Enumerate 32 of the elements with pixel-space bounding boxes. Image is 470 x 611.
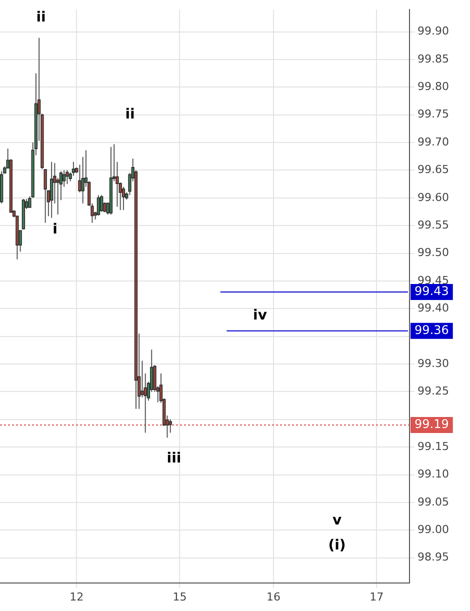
y-tick-label: 99.55 bbox=[418, 218, 450, 232]
y-tick-label: 99.30 bbox=[418, 356, 450, 370]
y-tick-label: 99.85 bbox=[418, 52, 450, 66]
y-tick-label: 99.05 bbox=[418, 495, 450, 508]
y-tick-label: 99.50 bbox=[418, 246, 450, 260]
data-label: 99.36 bbox=[414, 322, 449, 337]
y-tick-label: 99.00 bbox=[418, 523, 450, 536]
x-tick-label: 17 bbox=[370, 590, 384, 604]
y-tick-label: 99.70 bbox=[418, 135, 450, 148]
y-tick-label: 99.80 bbox=[418, 80, 450, 93]
y-tick-label: 99.65 bbox=[418, 163, 450, 176]
annotation: ii bbox=[36, 10, 46, 26]
x-tick-label: 15 bbox=[172, 590, 187, 604]
ref-line-label: 99.19 bbox=[414, 417, 449, 432]
y-tick-label: 99.45 bbox=[418, 274, 450, 287]
y-tick-label: 99.60 bbox=[418, 190, 450, 204]
annotation: iii bbox=[166, 450, 182, 467]
y-tick-label: 99.10 bbox=[418, 468, 450, 481]
y-tick-label: 98.95 bbox=[418, 550, 450, 564]
x-tick-label: 16 bbox=[266, 590, 281, 604]
annotation: i bbox=[52, 222, 58, 238]
y-tick-label: 99.90 bbox=[418, 24, 450, 38]
annotation: iv bbox=[253, 308, 267, 324]
annotation: v bbox=[332, 512, 342, 529]
annotation: ii bbox=[125, 106, 135, 123]
y-tick-label: 99.75 bbox=[418, 108, 450, 121]
annotation: (i) bbox=[328, 538, 346, 554]
y-tick-label: 99.15 bbox=[418, 440, 450, 453]
data-label: 99.43 bbox=[414, 284, 449, 298]
x-tick-label: 12 bbox=[70, 590, 84, 604]
y-tick-label: 99.25 bbox=[418, 384, 450, 398]
y-tick-label: 99.40 bbox=[418, 302, 450, 315]
